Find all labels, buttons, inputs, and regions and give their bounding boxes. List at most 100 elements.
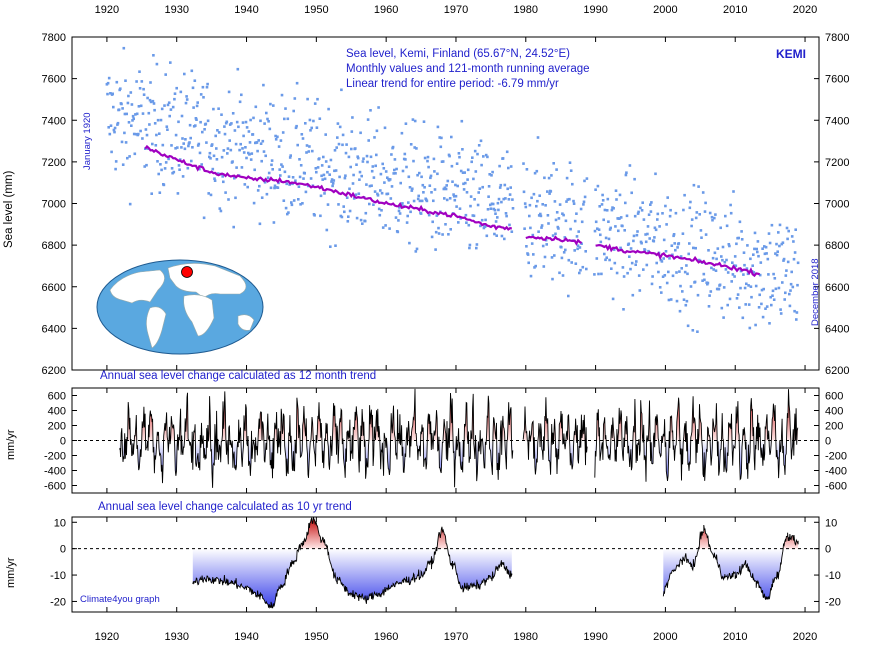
monthly-point [682,298,686,301]
monthly-point [477,144,481,147]
monthly-point [610,267,613,270]
monthly-point [693,280,697,284]
monthly-point [459,217,462,220]
sea-level-tick-label-left: 6800 [42,240,66,252]
monthly-point [245,156,248,160]
annual-12-month-tick-label-right: -600 [825,481,847,493]
monthly-point [489,203,492,207]
monthly-point [550,256,554,259]
monthly-point [429,176,432,180]
monthly-point [649,203,652,206]
monthly-point [728,244,731,248]
monthly-point [297,185,301,188]
monthly-point [394,172,397,175]
monthly-point [413,146,416,149]
monthly-point [346,220,350,223]
monthly-point [397,209,401,213]
monthly-point [231,160,234,163]
monthly-point [597,228,601,231]
monthly-point [460,119,464,123]
monthly-point [786,237,789,241]
monthly-point [359,131,362,135]
monthly-point [566,198,569,201]
monthly-point [379,172,383,176]
monthly-point [146,96,149,100]
monthly-point [709,290,713,293]
monthly-point [714,213,717,216]
monthly-point [315,126,319,129]
monthly-point [130,124,133,127]
monthly-point [232,225,235,229]
monthly-point [781,241,785,244]
monthly-point [107,126,110,129]
monthly-point [319,194,323,198]
monthly-point [313,214,316,217]
monthly-point [760,302,763,306]
monthly-point [255,141,259,144]
monthly-point [369,109,372,112]
monthly-point [653,236,656,239]
monthly-point [762,287,765,291]
monthly-point [772,298,776,301]
monthly-point [577,230,580,233]
monthly-point [323,192,326,195]
monthly-point [704,233,708,236]
monthly-point [119,87,122,90]
year-tick-label-bottom: 1930 [164,631,188,643]
monthly-point [194,117,198,120]
monthly-point [212,107,215,111]
monthly-point [792,257,796,261]
annual-10-yr-tick-label-left: 10 [54,517,66,529]
monthly-point [168,114,171,118]
year-tick-label-bottom: 1970 [444,631,468,643]
monthly-point [379,189,382,192]
monthly-point [344,174,347,177]
monthly-point [656,212,660,216]
monthly-point [320,174,323,178]
monthly-point [224,191,227,194]
monthly-point [279,139,283,142]
monthly-point [540,224,544,227]
monthly-point [153,108,156,112]
monthly-point [725,258,728,262]
monthly-point [562,251,566,254]
monthly-point [771,289,775,293]
monthly-point [131,114,135,118]
monthly-point [617,229,620,233]
monthly-point [480,218,484,222]
change-area [192,517,512,608]
monthly-point [184,138,187,141]
sea-level-tick-label-left: 6400 [42,323,66,335]
year-tick-label-bottom: 1990 [583,631,607,643]
monthly-point [729,203,732,207]
monthly-point [757,306,761,309]
monthly-point [390,185,394,188]
monthly-point [245,126,249,129]
monthly-point [535,204,538,208]
info-line-1: Sea level, Kemi, Finland (65.67°N, 24.52… [346,48,570,60]
monthly-panel: 6200 6200 6400 6400 6600 6600 6800 6800 7000 7000… [3,32,849,377]
monthly-point [473,149,477,153]
monthly-point [264,154,267,158]
monthly-point [604,258,607,262]
sea-level-tick-label-right: 6800 [825,240,849,252]
year-tick-label-top: 2000 [653,4,677,16]
monthly-point [142,93,146,96]
monthly-point [147,111,151,115]
monthly-point [770,223,774,227]
monthly-point [397,219,400,222]
monthly-point [198,167,201,171]
monthly-point [249,158,253,161]
monthly-point [654,228,658,232]
monthly-point [711,218,714,222]
monthly-point [190,69,194,73]
monthly-point [601,193,604,197]
monthly-point [151,142,154,146]
monthly-point [724,214,727,218]
monthly-point [593,229,597,233]
station-name: KEMI [776,47,806,61]
monthly-point [369,155,373,159]
monthly-point [116,121,120,125]
monthly-point [576,247,579,251]
monthly-point [547,222,550,225]
